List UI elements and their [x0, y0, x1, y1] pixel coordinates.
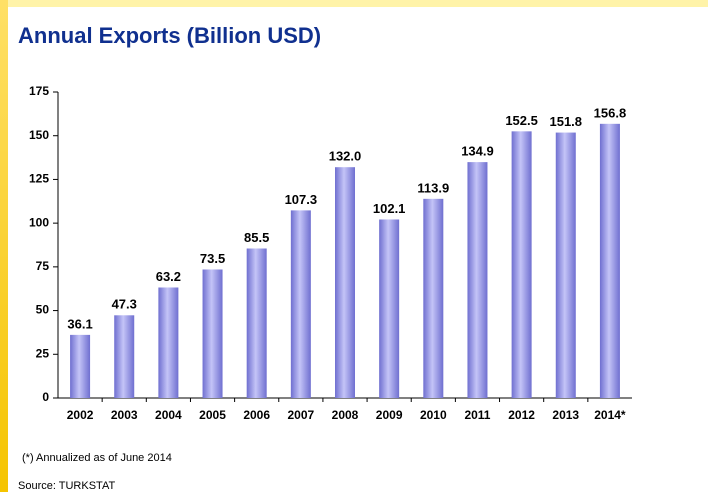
value-label: 156.8	[594, 105, 627, 120]
y-tick-label: 0	[42, 390, 49, 404]
y-tick-label: 175	[29, 84, 49, 98]
left-strip	[0, 0, 8, 492]
value-label: 151.8	[549, 114, 582, 129]
bar	[555, 132, 576, 398]
y-tick-label: 150	[29, 128, 49, 142]
bar	[599, 123, 620, 398]
bar	[511, 131, 532, 399]
value-label: 36.1	[67, 316, 92, 331]
footnote: (*) Annualized as of June 2014	[22, 452, 172, 464]
y-tick-label: 100	[29, 215, 49, 229]
value-label: 113.9	[417, 180, 449, 195]
x-tick-label: 2008	[332, 408, 359, 422]
x-tick-label: 2009	[376, 408, 403, 422]
value-label: 73.5	[200, 251, 225, 266]
x-tick-label: 2004	[155, 408, 182, 422]
value-label: 107.3	[285, 192, 318, 207]
x-tick-label: 2002	[67, 408, 94, 422]
bar	[202, 269, 223, 398]
x-tick-label: 2012	[508, 408, 535, 422]
x-tick-label: 2007	[287, 408, 314, 422]
value-label: 85.5	[244, 230, 269, 245]
x-tick-label: 2006	[243, 408, 270, 422]
source: Source: TURKSTAT	[18, 480, 115, 492]
bar	[467, 162, 488, 398]
top-strip	[0, 0, 708, 7]
x-tick-label: 2014*	[594, 408, 626, 422]
chart-title: Annual Exports (Billion USD)	[18, 23, 321, 48]
value-label: 47.3	[112, 297, 137, 312]
value-label: 63.2	[156, 269, 181, 284]
bar	[423, 198, 444, 398]
value-label: 152.5	[505, 113, 538, 128]
y-tick-label: 75	[36, 259, 50, 273]
x-tick-label: 2010	[420, 408, 447, 422]
bar	[290, 210, 311, 398]
bar	[379, 219, 400, 398]
y-tick-label: 125	[29, 172, 49, 186]
x-tick-label: 2013	[552, 408, 579, 422]
y-tick-label: 25	[36, 346, 50, 360]
x-tick-label: 2005	[199, 408, 226, 422]
y-tick-label: 50	[36, 303, 50, 317]
bar	[114, 315, 135, 398]
x-tick-label: 2003	[111, 408, 138, 422]
bar	[158, 287, 179, 398]
bar	[335, 167, 355, 398]
bar	[246, 248, 267, 398]
value-label: 102.1	[373, 201, 406, 216]
value-label: 134.9	[461, 144, 494, 159]
value-label: 132.0	[329, 149, 362, 164]
x-tick-label: 2011	[464, 408, 490, 422]
bar	[70, 334, 91, 398]
